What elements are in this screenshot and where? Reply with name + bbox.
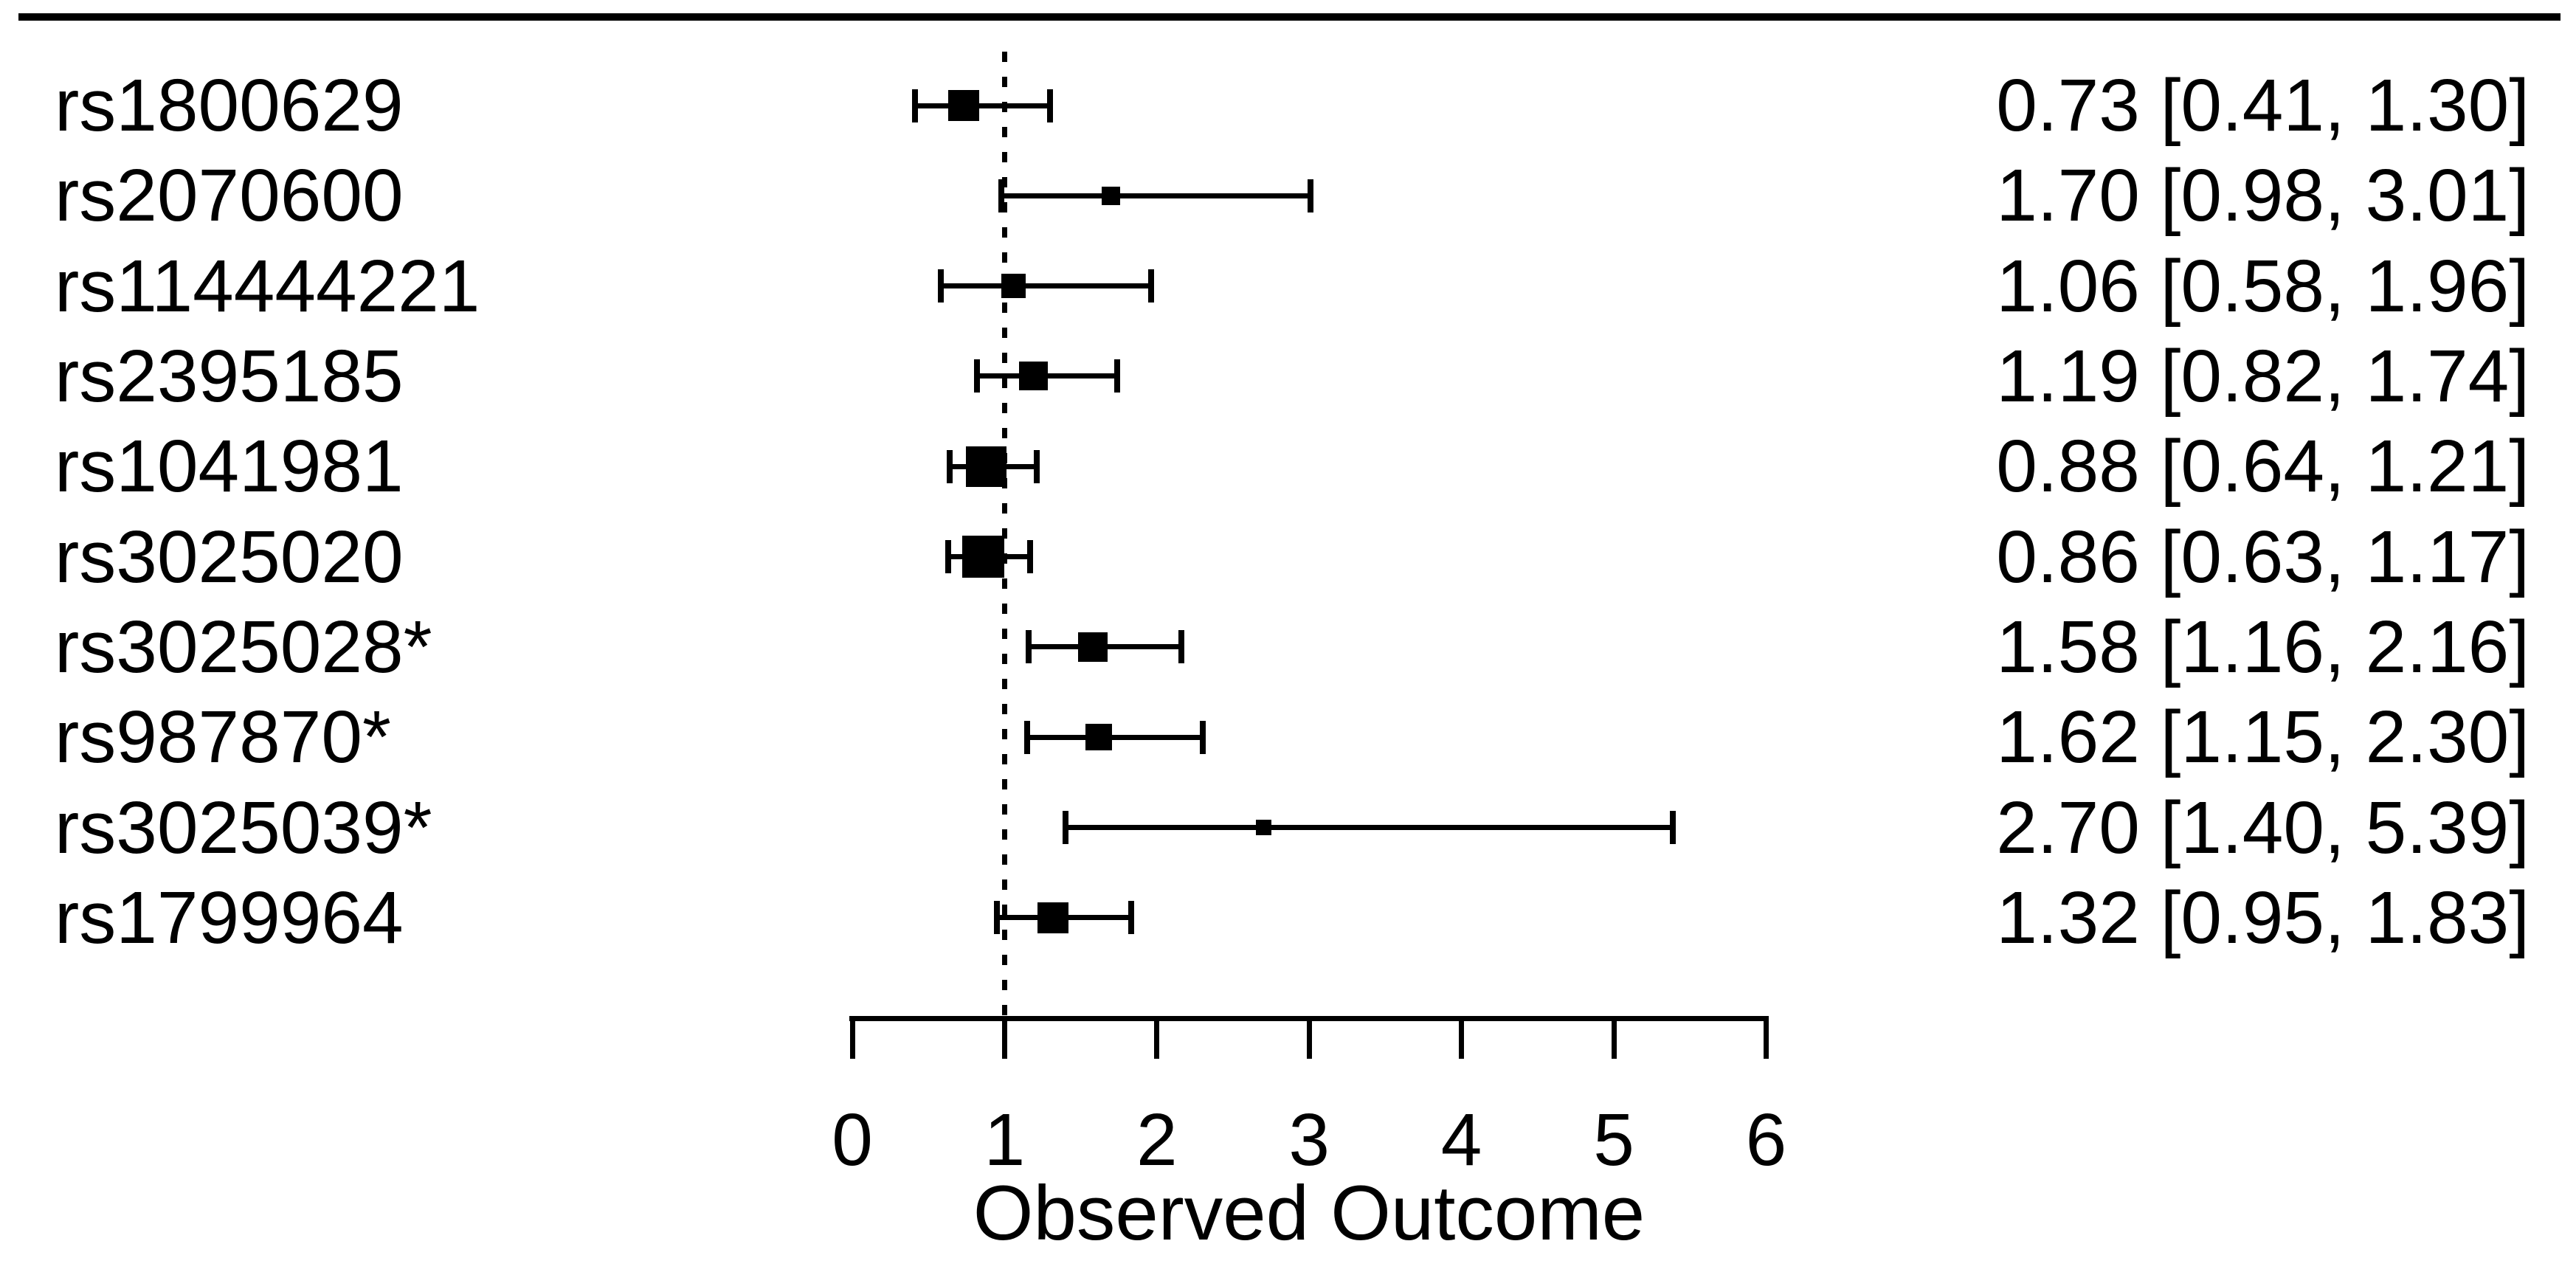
estimate-annotation: 0.86 [0.63, 1.17] [1996,515,2530,598]
ci-line [940,283,1151,289]
study-label: rs2395185 [55,334,404,418]
ci-cap-right [1147,269,1154,303]
estimate-marker [962,536,1004,578]
estimate-marker [947,90,979,121]
estimate-marker [1037,902,1069,933]
ci-cap-left [998,179,1005,212]
ci-line [1027,734,1203,740]
ci-line [1065,825,1674,831]
ci-cap-right [1670,811,1677,845]
x-axis-tick [1001,1016,1007,1059]
ci-line [914,103,1051,108]
ci-cap-left [945,540,952,574]
study-label: rs3025020 [55,515,404,598]
estimate-annotation: 1.62 [1.15, 2.30] [1996,696,2530,779]
x-axis-tick [1459,1016,1465,1059]
estimate-annotation: 0.73 [0.41, 1.30] [1996,64,2530,147]
ci-cap-right [1128,901,1134,935]
ci-cap-left [947,449,953,483]
estimate-marker [1019,362,1049,391]
x-axis-tick [1154,1016,1160,1059]
estimate-marker [966,446,1007,487]
x-axis-tick-label: 5 [1593,1099,1634,1181]
ci-cap-left [1024,720,1031,754]
ci-cap-right [1178,630,1184,664]
x-axis-tick-label: 3 [1288,1099,1330,1181]
x-axis-tick [849,1016,855,1059]
x-axis-tick-label: 4 [1440,1099,1482,1181]
ci-line [1001,193,1311,198]
ci-cap-right [1308,179,1314,212]
estimate-marker [1255,820,1271,836]
top-rule [18,13,2561,21]
study-label: rs2070600 [55,154,404,238]
estimate-annotation: 2.70 [1.40, 5.39] [1996,786,2530,869]
x-axis-tick-label: 1 [984,1099,1026,1181]
x-axis-tick [1306,1016,1312,1059]
ci-cap-left [1062,811,1068,845]
ci-cap-left [937,269,944,303]
estimate-marker [1102,186,1121,205]
ci-cap-right [1047,89,1054,122]
study-label: rs1800629 [55,64,404,147]
study-label: rs114444221 [55,244,480,328]
x-axis-tick-label: 0 [832,1099,873,1181]
x-axis-title: Observed Outcome [973,1170,1646,1257]
x-axis-tick-label: 2 [1136,1099,1178,1181]
estimate-annotation: 1.70 [0.98, 3.01] [1996,154,2530,238]
study-label: rs3025039* [55,786,432,869]
estimate-marker [1078,632,1108,662]
estimate-annotation: 0.88 [0.64, 1.21] [1996,425,2530,508]
study-label: rs3025028* [55,605,432,688]
estimate-annotation: 1.19 [0.82, 1.74] [1996,334,2530,418]
study-label: rs1041981 [55,425,404,508]
estimate-marker [1001,274,1026,299]
ci-cap-left [1026,630,1032,664]
ci-cap-left [974,359,981,393]
reference-line [1001,52,1007,1016]
estimate-marker [1085,724,1113,751]
study-label: rs987870* [55,696,391,779]
estimate-annotation: 1.06 [0.58, 1.96] [1996,244,2530,328]
ci-cap-left [994,901,1001,935]
study-label: rs1799964 [55,876,404,959]
ci-cap-left [911,89,918,122]
x-axis-tick [1763,1016,1769,1059]
x-axis-tick-label: 6 [1745,1099,1787,1181]
estimate-annotation: 1.32 [0.95, 1.83] [1996,876,2530,959]
ci-cap-right [1199,720,1206,754]
ci-cap-right [1027,540,1034,574]
ci-cap-right [1033,449,1040,483]
ci-cap-right [1114,359,1121,393]
estimate-annotation: 1.58 [1.16, 2.16] [1996,605,2530,688]
x-axis-tick [1611,1016,1617,1059]
